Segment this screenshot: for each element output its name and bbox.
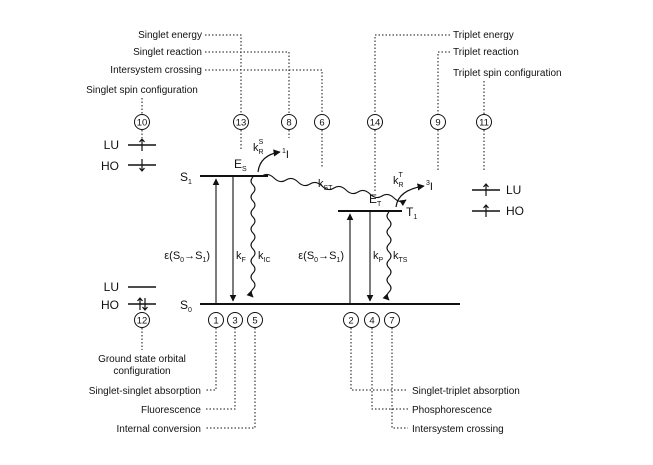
triplet-lu-spin-up-icon [483, 183, 489, 196]
singlet-lu-label: LU [104, 138, 119, 152]
s1-label: S1 [180, 170, 192, 186]
label-singlet-triplet-absorption: Singlet-triplet absorption [412, 386, 520, 397]
singlet-ho-label: HO [101, 159, 119, 173]
marker-1-text: 1 [213, 316, 218, 327]
leader-fluorescence [205, 328, 236, 410]
kST-label: kST [318, 178, 333, 192]
singlet-reaction-arrow [257, 149, 281, 173]
triplet-reaction-arrow [395, 183, 425, 208]
marker-10 [134, 114, 150, 130]
marker-9 [430, 114, 446, 130]
ground-ho-spin-up-icon [137, 297, 143, 310]
marker-5-text: 5 [252, 316, 257, 327]
marker-6 [314, 114, 330, 130]
singlet-product-label: 1I [282, 148, 289, 161]
marker-2 [343, 312, 359, 328]
kIC-label: kIC [258, 250, 271, 264]
et-label: ET [369, 192, 382, 208]
marker-4 [364, 312, 380, 328]
label-ground-state-orbital-line2: configuration [113, 366, 170, 377]
es-label: ES [234, 157, 247, 173]
t1-label: T1 [406, 205, 417, 221]
marker-12-text: 12 [137, 316, 148, 327]
marker-12 [134, 312, 150, 328]
leader-singlet-reaction [205, 51, 290, 114]
triplet-lu-label: LU [506, 183, 521, 197]
leader-triplet-energy [374, 34, 450, 114]
leader-singlet-triplet-absorption [350, 328, 408, 391]
marker-8-text: 8 [286, 118, 291, 129]
leader-phosphorescence [371, 328, 408, 410]
label-triplet-reaction: Triplet reaction [453, 47, 519, 58]
kR-triplet-label: kRT [393, 172, 404, 189]
label-triplet-energy: Triplet energy [453, 30, 514, 41]
triplet-ho-spin-up-icon [483, 204, 489, 217]
kP-label: kP [373, 250, 384, 264]
marker-3 [227, 312, 243, 328]
s0-label: S0 [180, 298, 192, 314]
marker-13 [233, 114, 249, 130]
label-fluorescence: Fluorescence [141, 405, 201, 416]
leader-internal-conversion [205, 328, 256, 429]
label-ground-state-orbital-line1: Ground state orbital [98, 354, 186, 365]
marker-1 [208, 312, 224, 328]
label-singlet-energy: Singlet energy [138, 30, 202, 41]
isc-s1-t1-arrow [261, 173, 407, 207]
ground-ho-label: HO [101, 298, 119, 312]
singlet-absorption-label: ε(S0→S1) [164, 250, 210, 264]
label-intersystem-crossing-bottom: Intersystem crossing [412, 424, 504, 435]
singlet-ho-spin-down-icon [139, 159, 145, 172]
marker-8 [281, 114, 297, 130]
ground-lu-label: LU [104, 280, 119, 294]
triplet-product-label: 3I [426, 180, 433, 193]
marker-7 [384, 312, 400, 328]
triplet-ho-label: HO [506, 204, 524, 218]
ground-ho-spin-down-icon [142, 298, 148, 311]
leader-singlet-singlet-absorption [205, 328, 217, 391]
label-singlet-reaction: Singlet reaction [133, 47, 202, 58]
marker-3-text: 3 [232, 316, 237, 327]
marker-9-text: 9 [435, 118, 440, 129]
marker-11 [476, 114, 492, 130]
marker-6-text: 6 [319, 118, 324, 129]
internal-conversion-arrow [246, 176, 256, 298]
marker-5 [247, 312, 263, 328]
triplet-absorption-label: ε(S0→S1) [298, 250, 344, 264]
marker-11-text: 11 [479, 118, 489, 129]
marker-10-text: 10 [137, 118, 148, 129]
marker-4-text: 4 [369, 316, 374, 327]
leader-intersystem-crossing-bottom [391, 328, 408, 429]
marker-14-text: 14 [370, 118, 381, 129]
label-triplet-spin-configuration: Triplet spin configuration [453, 68, 562, 79]
marker-7-text: 7 [389, 316, 394, 327]
label-singlet-singlet-absorption: Singlet-singlet absorption [89, 386, 201, 397]
marker-13-text: 13 [236, 118, 247, 129]
label-phosphorescence: Phosphorescence [412, 405, 492, 416]
leader-intersystem-crossing-top [205, 69, 323, 114]
marker-14 [367, 114, 383, 130]
leader-triplet-reaction [437, 51, 450, 114]
label-singlet-spin-configuration: Singlet spin configuration [86, 85, 198, 96]
label-internal-conversion: Internal conversion [117, 424, 202, 435]
leader-singlet-energy [205, 34, 242, 114]
marker-2-text: 2 [348, 316, 353, 327]
kR-singlet-label: kRS [253, 139, 264, 156]
kF-label: kF [236, 250, 246, 264]
isc-t1-s0-arrow [382, 211, 392, 301]
kTS-label: kTS [393, 250, 408, 264]
label-intersystem-crossing-top: Intersystem crossing [110, 65, 202, 76]
singlet-lu-spin-up-icon [139, 138, 145, 151]
